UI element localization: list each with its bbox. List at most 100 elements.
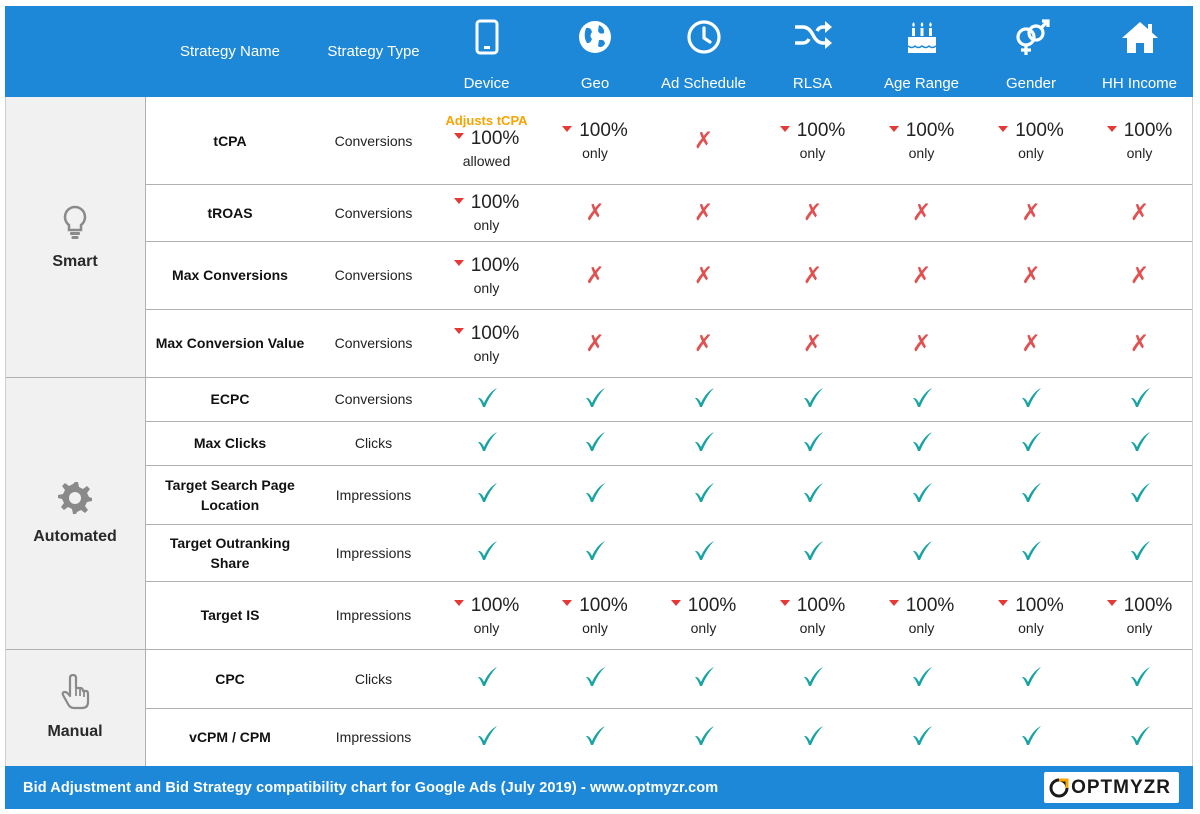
compat-cell <box>867 377 976 421</box>
percent-value: 100% <box>562 121 628 140</box>
down-arrow-icon <box>779 125 790 132</box>
compatibility-table: Strategy Name Strategy Type Device Geo Ad Sc… <box>5 6 1193 766</box>
down-arrow-icon <box>453 260 464 266</box>
compat-cell <box>1086 649 1193 708</box>
compat-cell <box>976 377 1086 421</box>
row-divider <box>145 241 1193 242</box>
check-icon <box>475 724 499 751</box>
compat-cell <box>541 708 649 766</box>
check-icon <box>583 539 607 566</box>
shuffle-icon-glyph <box>794 21 832 49</box>
header-cell-7: Gender <box>976 6 1086 97</box>
percent-limit: 100% only <box>779 120 846 161</box>
check-glyph <box>1022 725 1041 745</box>
check-icon <box>801 386 825 413</box>
compat-cell <box>649 649 758 708</box>
check-icon <box>692 539 716 566</box>
compat-cell: ✗ <box>1086 241 1193 309</box>
check-glyph <box>912 431 932 451</box>
compat-cell: 100% only <box>432 581 541 649</box>
check-glyph <box>477 387 497 407</box>
check-glyph <box>477 431 497 451</box>
check-icon <box>801 724 825 751</box>
strategy-type: Conversions <box>334 335 413 351</box>
strategy-type: Impressions <box>335 486 412 503</box>
percent-text: 100% <box>1123 120 1173 141</box>
cross-icon: ✗ <box>585 329 605 356</box>
cross-icon: ✗ <box>1129 199 1150 225</box>
percent-text: 100% <box>470 127 520 149</box>
percent-value: 100% <box>562 596 628 615</box>
check-glyph <box>912 483 932 502</box>
row-divider <box>145 524 1193 525</box>
check-glyph <box>477 541 497 560</box>
check-icon <box>1019 539 1043 566</box>
compat-cell <box>1086 708 1193 766</box>
percent-qualifier: only <box>473 619 500 636</box>
strategy-name: CPC <box>215 670 245 687</box>
strategy-name: tCPA <box>213 132 247 149</box>
percent-text: 100% <box>796 120 846 141</box>
optmyzr-logo: OPTMYZR <box>1044 772 1179 803</box>
birthday-cake-icon-glyph <box>907 22 936 53</box>
check-glyph <box>803 387 823 407</box>
check-icon <box>801 481 825 508</box>
percent-qualifier: only <box>582 145 608 161</box>
strategy-name: Max Conversions <box>172 267 288 283</box>
check-glyph <box>1130 667 1150 686</box>
compat-cell: ✗ <box>867 184 976 241</box>
group-label: Manual <box>47 723 103 740</box>
percent-limit: 100% only <box>998 121 1064 160</box>
check-icon <box>475 481 499 508</box>
compat-cell <box>758 377 867 421</box>
compat-cell: 100% only <box>432 241 541 309</box>
compat-cell <box>976 708 1086 766</box>
right-border <box>1192 97 1193 766</box>
check-icon <box>1128 724 1152 751</box>
strategy-name: Max Conversion Value <box>155 335 305 351</box>
compat-cell: 100% only <box>758 581 867 649</box>
compat-cell: ✗ <box>758 184 867 241</box>
clock-icon <box>686 19 722 59</box>
hand-pointer-icon <box>60 673 90 715</box>
compat-cell: ✗ <box>976 184 1086 241</box>
percent-limit: 100% only <box>562 596 628 635</box>
percent-qualifier: only <box>582 619 608 636</box>
logo-mark-icon <box>1049 778 1069 797</box>
gear-icon-glyph <box>58 481 92 514</box>
compat-cell <box>649 524 758 581</box>
compat-cell: 100% only <box>976 581 1086 649</box>
percent-text: 100% <box>905 120 955 141</box>
compat-cell <box>432 524 541 581</box>
check-icon <box>910 430 934 457</box>
check-glyph <box>803 667 823 686</box>
down-arrow-icon <box>562 600 573 606</box>
header-label: RLSA <box>792 75 833 92</box>
group-smart: Smart <box>5 97 145 377</box>
compat-cell: ✗ <box>976 241 1086 309</box>
header-label: Gender <box>1005 75 1057 92</box>
compat-cell <box>541 377 649 421</box>
compat-cell: 100% only <box>1086 97 1193 184</box>
percent-limit: Adjusts tCPA 100% allowed <box>445 114 527 168</box>
compat-cell: ✗ <box>867 241 976 309</box>
check-glyph <box>477 667 497 686</box>
down-arrow-icon <box>453 600 464 606</box>
check-icon <box>583 724 607 751</box>
header-label: Strategy Name <box>179 43 281 60</box>
compat-cell <box>432 377 541 421</box>
compat-cell <box>867 708 976 766</box>
compat-cell: ✗ <box>758 309 867 377</box>
row-divider <box>145 309 1193 310</box>
cross-icon: ✗ <box>1021 199 1041 225</box>
percent-qualifier: only <box>799 145 826 161</box>
cross-icon: ✗ <box>585 199 605 225</box>
compat-cell: ✗ <box>976 309 1086 377</box>
cross-icon: ✗ <box>1129 329 1150 356</box>
percent-limit: 100% only <box>888 594 955 635</box>
check-glyph <box>912 387 932 407</box>
down-arrow-icon <box>998 600 1009 606</box>
check-glyph <box>694 483 714 502</box>
check-icon <box>910 386 934 413</box>
percent-text: 100% <box>905 594 955 616</box>
